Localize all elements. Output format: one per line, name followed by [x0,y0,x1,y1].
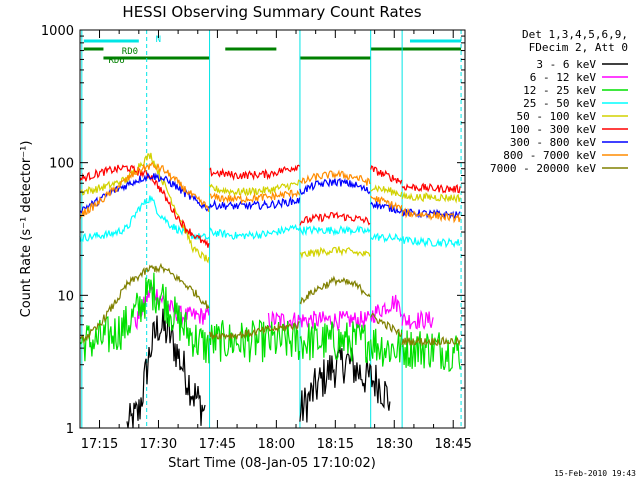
y-tick-label: 1000 [41,24,74,39]
series-trace [209,164,301,181]
series-trace [370,294,403,323]
plot-timestamp: 15-Feb-2010 19:43 [554,469,636,478]
x-tick-label: 18:30 [376,437,413,452]
series-trace [267,310,301,331]
series-trace [209,223,301,241]
legend-header: Det 1,3,4,5,6,9, [522,28,628,41]
series-trace [299,321,371,364]
legend-entry-label: 7000 - 20000 keV [490,162,596,175]
chart-title: HESSI Observing Summary Count Rates [122,3,421,21]
x-axis-label: Start Time (08-Jan-05 17:10:02) [168,456,376,471]
data-series [79,152,461,429]
x-tick-label: 18:45 [434,437,471,452]
series-trace [209,321,300,341]
series-trace [299,343,391,423]
series-trace [401,236,461,249]
flag-label-rd6: RD6 [108,56,124,66]
series-trace [401,207,461,224]
series-trace [370,328,403,367]
x-tick-label: 17:45 [199,437,236,452]
series-trace [401,335,461,347]
y-tick-label: 10 [57,289,74,304]
legend-entry-label: 3 - 6 keV [536,58,596,71]
series-trace [209,195,301,211]
y-axis-label: Count Rate (s⁻¹ detector⁻¹) [19,141,34,318]
series-trace [401,330,461,372]
series-trace [370,165,403,185]
series-trace [401,309,434,331]
flag-label-rd0: RD0 [122,47,138,57]
flag-label-n: N [156,35,161,45]
x-axis: 17:15 17:30 17:45 18:00 18:15 18:30 18:45 [81,30,472,452]
series-trace [79,164,210,248]
series-trace [126,308,206,429]
series-trace [209,319,301,363]
series-trace [299,310,371,332]
series-trace [370,312,403,338]
series-trace [79,272,210,364]
series-trace [299,169,371,186]
legend-entry-label: 800 - 7000 keV [503,149,596,162]
x-tick-label: 17:30 [140,437,177,452]
series-trace [79,161,210,220]
series-trace [299,275,371,305]
plot-frame [79,29,466,429]
series-trace [79,152,210,264]
series-trace [299,224,371,237]
series-trace [299,246,371,259]
x-tick-label: 18:00 [258,437,295,452]
x-tick-label: 18:15 [317,437,354,452]
legend-entry-label: 12 - 25 keV [523,84,596,97]
series-trace [370,232,403,244]
series-trace [401,191,461,204]
legend-entry-label: 50 - 100 keV [517,110,597,123]
event-lines [81,30,462,428]
legend-entry-label: 25 - 50 keV [523,97,596,110]
series-trace [401,208,461,220]
legend-entry-label: 100 - 300 keV [510,123,596,136]
y-axis: 1 10 100 1000 [41,24,465,437]
legend: Det 1,3,4,5,6,9,FDecim 2, Att 0 3 - 6 keV… [490,28,628,175]
legend-entry-label: 6 - 12 keV [530,71,597,84]
series-trace [134,285,210,331]
y-tick-label: 100 [49,157,74,172]
series-trace [370,195,403,212]
legend-entry-label: 300 - 800 keV [510,136,596,149]
series-trace [79,262,210,345]
legend-header: FDecim 2, Att 0 [529,41,628,54]
series-trace [401,182,461,194]
y-tick-label: 1 [66,422,74,437]
series-trace [370,184,403,198]
series-trace [299,211,371,226]
series-trace [209,189,301,205]
x-tick-label: 17:15 [81,437,118,452]
